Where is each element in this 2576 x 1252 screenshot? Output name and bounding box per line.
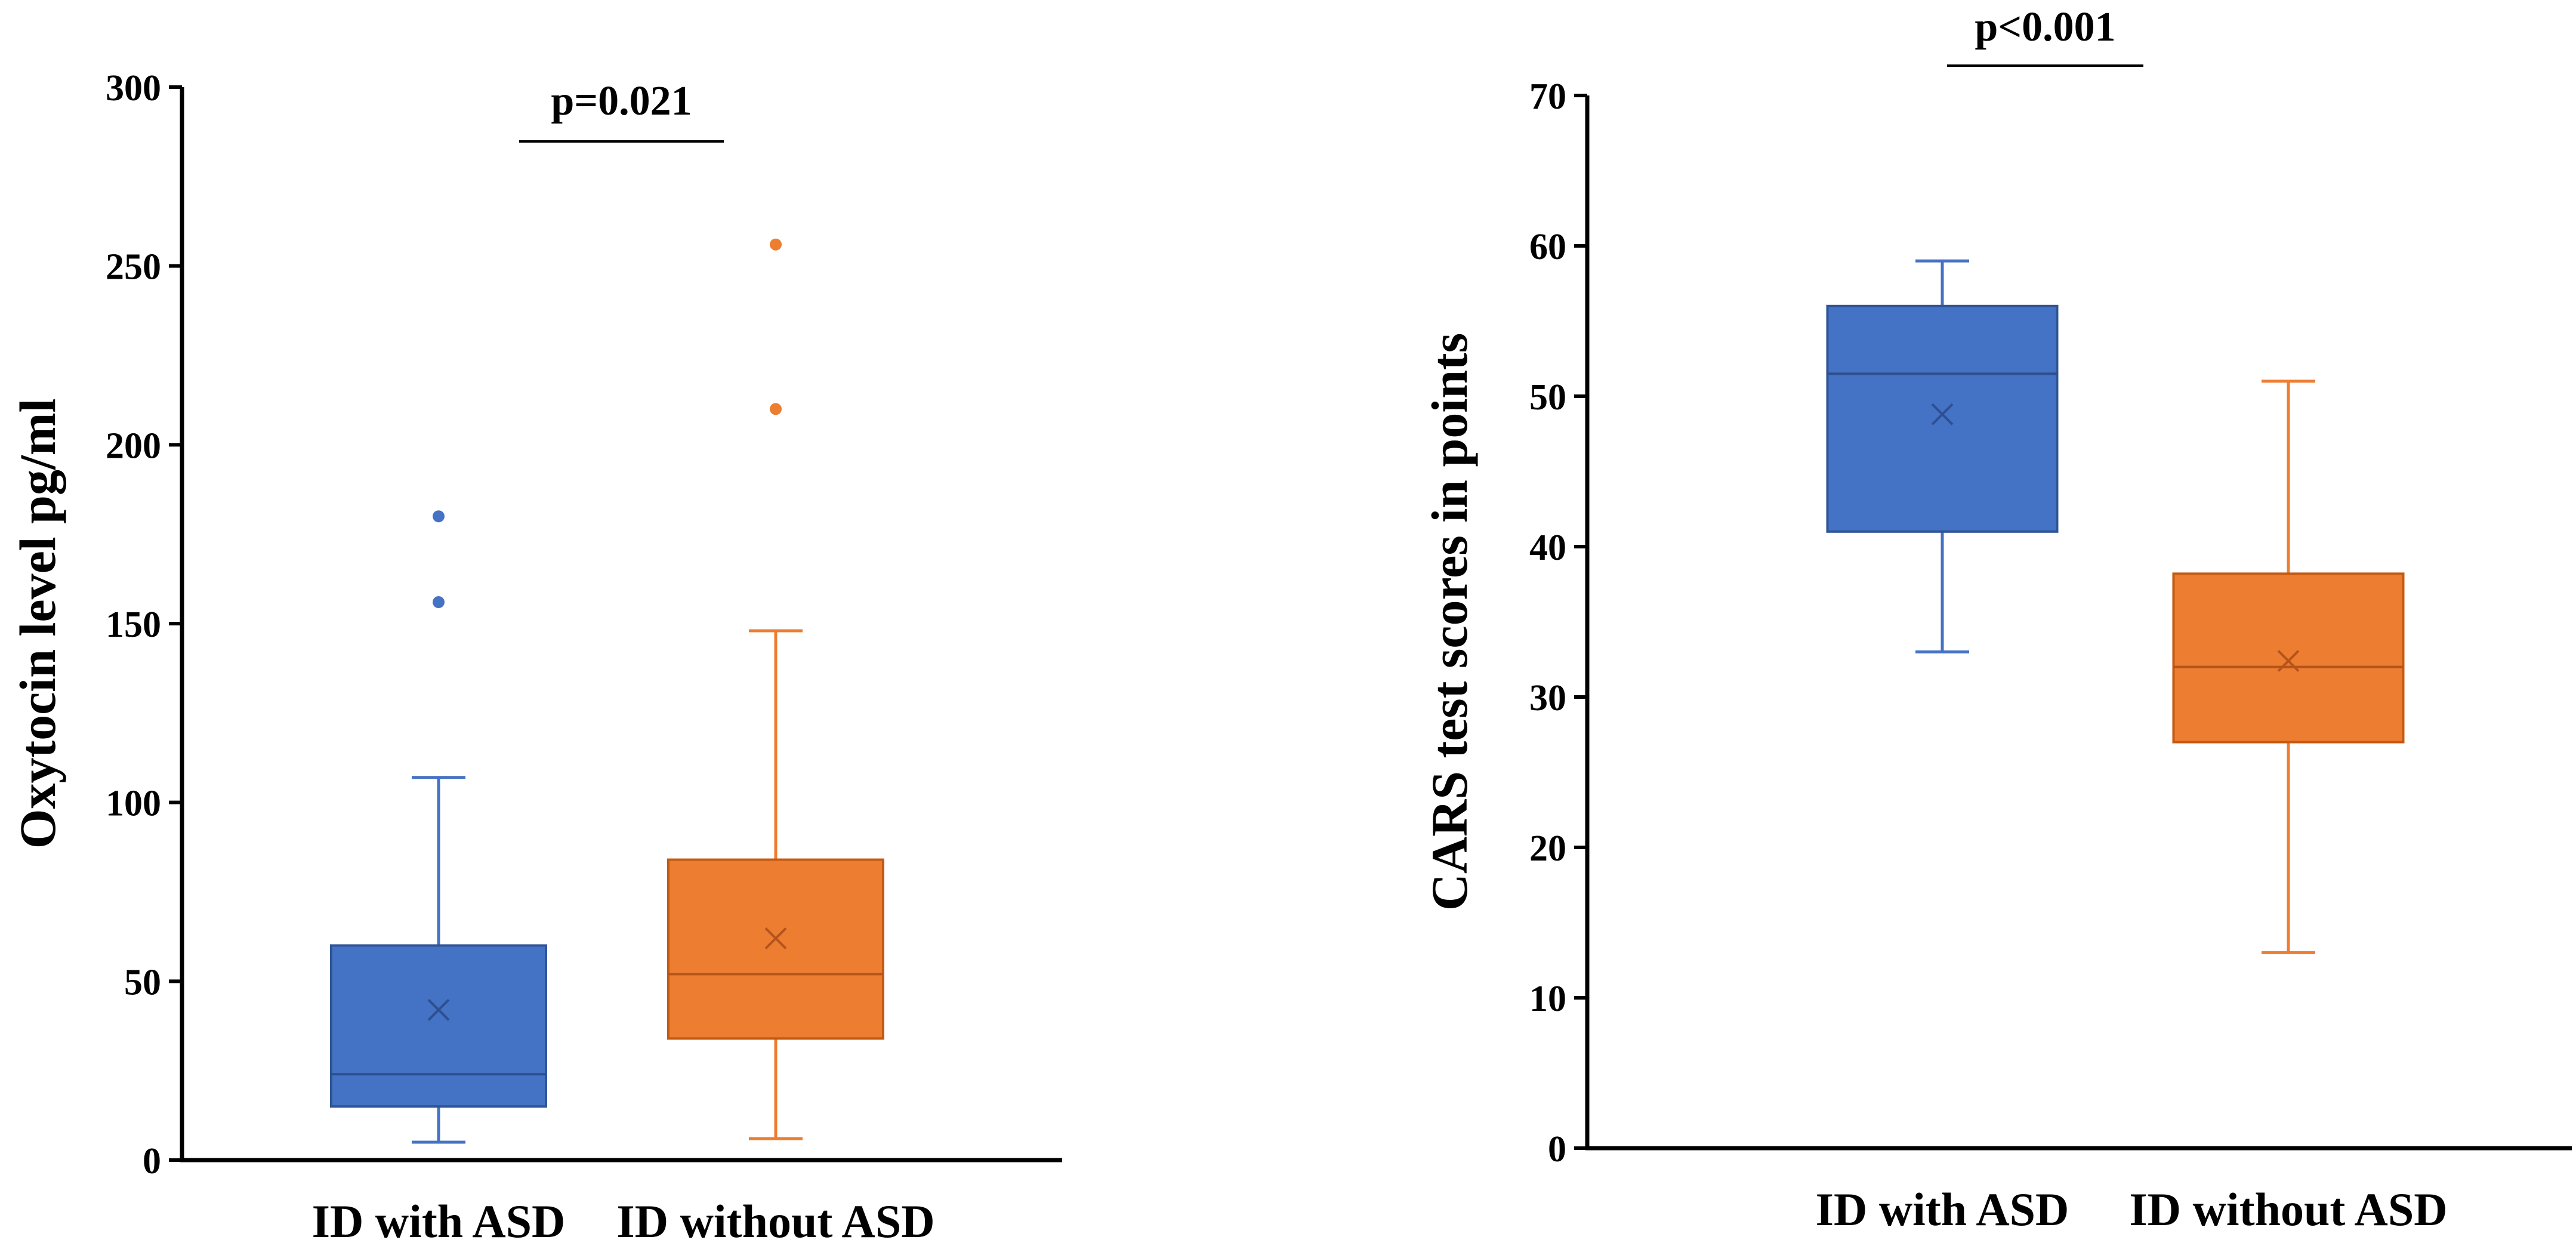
category-label: ID with ASD [1816, 1183, 2069, 1235]
y-axis-label: Oxytocin level pg/ml [9, 399, 66, 849]
y-tick-label: 0 [1548, 1129, 1566, 1170]
p-value-label: p<0.001 [1975, 4, 2115, 50]
category-label: ID without ASD [2129, 1183, 2447, 1235]
y-tick-label: 150 [106, 605, 161, 645]
outlier-point [770, 403, 782, 415]
significance-annotation: p<0.001 [1947, 4, 2143, 67]
y-tick-label: 70 [1529, 76, 1566, 117]
chart-1: 0 50 100 150 200 250 300 Oxytocin level pg/ml ID… [9, 68, 1062, 1247]
mean-marker [427, 998, 450, 1021]
significance-annotation: p=0.021 [519, 78, 724, 143]
p-value-label: p=0.021 [551, 78, 692, 124]
box-plot-2 [667, 238, 884, 1140]
outlier-point [770, 238, 782, 251]
y-tick-label: 10 [1529, 979, 1566, 1019]
box-plot-2 [2172, 380, 2405, 954]
mean-marker [1931, 403, 1954, 425]
box-plot-1 [330, 510, 547, 1144]
y-tick-label: 0 [143, 1141, 161, 1182]
category-label: ID without ASD [616, 1195, 934, 1247]
y-tick-label: 60 [1529, 227, 1566, 267]
y-tick-label: 250 [106, 247, 161, 288]
outlier-point [433, 510, 445, 523]
chart-2: 0 10 20 30 40 50 60 70 CARS test scores in point… [1421, 4, 2572, 1235]
y-tick-label: 50 [124, 962, 161, 1003]
y-tick-label: 40 [1529, 528, 1566, 568]
y-tick-label: 200 [106, 425, 161, 466]
iqr-box [2172, 572, 2405, 744]
mean-marker [2277, 650, 2300, 672]
category-label: ID with ASD [312, 1195, 566, 1247]
box-plot-1 [1826, 259, 2059, 653]
y-tick-label: 100 [106, 784, 161, 824]
y-tick-label: 20 [1529, 828, 1566, 869]
iqr-box [667, 858, 884, 1040]
outlier-point [433, 596, 445, 609]
iqr-box [330, 944, 547, 1108]
y-tick-label: 30 [1529, 678, 1566, 718]
y-tick-label: 50 [1529, 377, 1566, 418]
y-tick-label: 300 [106, 68, 161, 109]
y-axis-label: CARS test scores in points [1421, 333, 1478, 911]
mean-marker [764, 927, 787, 949]
iqr-box [1826, 304, 2059, 533]
